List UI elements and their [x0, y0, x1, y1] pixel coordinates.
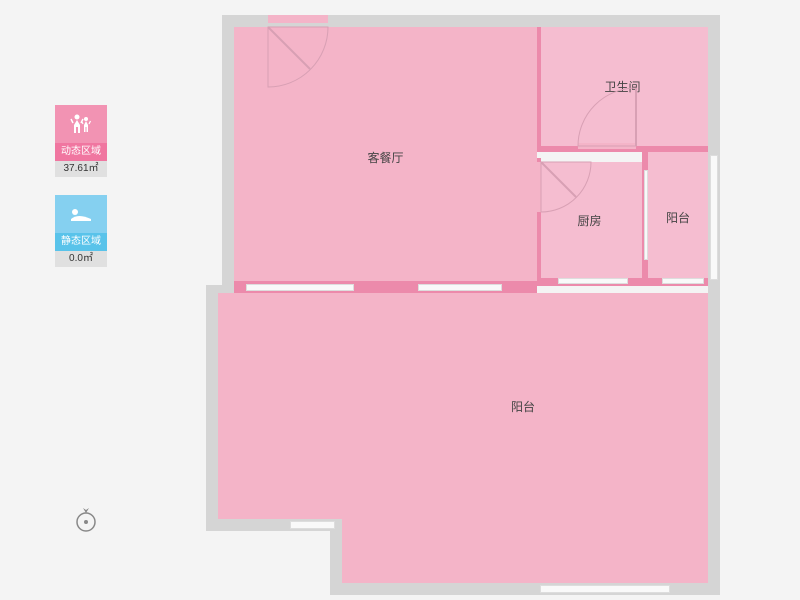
legend: 动态区域 37.61㎡ 静态区域 0.0㎡	[55, 105, 115, 285]
room-label: 阳台	[666, 209, 690, 226]
door-arc	[578, 88, 636, 146]
outer-wall	[222, 15, 234, 293]
door-arc	[268, 27, 328, 87]
window	[418, 284, 502, 291]
room-label: 阳台	[511, 398, 535, 415]
window	[290, 521, 335, 529]
people-icon	[69, 113, 93, 135]
legend-static-value: 0.0㎡	[55, 251, 107, 267]
window	[644, 170, 648, 260]
balcony-extension	[342, 519, 708, 583]
legend-dynamic-icon	[55, 105, 107, 143]
door-opening	[268, 15, 328, 23]
window	[246, 284, 354, 291]
window	[662, 278, 704, 284]
legend-dynamic: 动态区域 37.61㎡	[55, 105, 115, 177]
legend-dynamic-label: 动态区域	[55, 143, 107, 161]
room-balcony2: 阳台	[218, 293, 708, 519]
window	[540, 585, 670, 593]
legend-dynamic-value: 37.61㎡	[55, 161, 107, 177]
room-label: 厨房	[577, 212, 601, 229]
legend-static-label: 静态区域	[55, 233, 107, 251]
room-balcony1: 阳台	[648, 152, 708, 283]
outer-wall	[708, 283, 720, 595]
compass-icon	[72, 505, 100, 533]
legend-static: 静态区域 0.0㎡	[55, 195, 115, 267]
inner-wall	[537, 27, 541, 147]
legend-static-icon	[55, 195, 107, 233]
door-arc	[541, 162, 591, 212]
outer-wall	[206, 285, 218, 519]
window	[558, 278, 628, 284]
sleeping-icon	[68, 205, 94, 223]
room-label: 客餐厅	[367, 149, 403, 166]
window	[710, 155, 718, 280]
